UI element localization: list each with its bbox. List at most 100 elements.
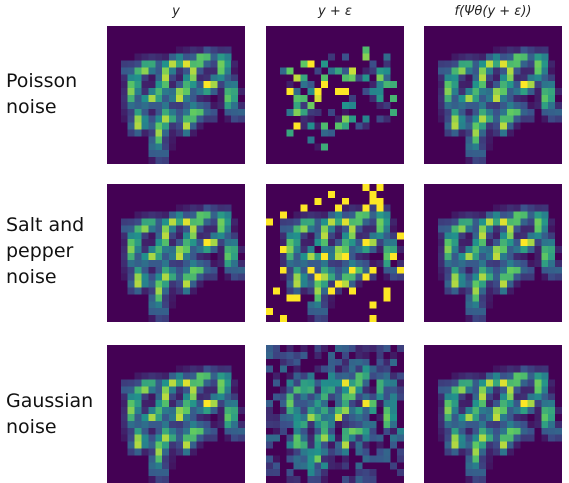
pixel [452, 253, 459, 260]
pixel [356, 219, 363, 226]
pixel [217, 366, 224, 373]
pixel [486, 102, 493, 109]
pixel [307, 435, 314, 442]
pixel [183, 67, 190, 74]
pixel [514, 246, 521, 253]
pixel [294, 225, 301, 232]
pixel [155, 260, 162, 267]
pixel [155, 67, 162, 74]
pixel [493, 393, 500, 400]
pixel [328, 352, 335, 359]
pixel [121, 116, 128, 123]
pixel [445, 380, 452, 387]
pixel [155, 462, 162, 469]
pixel [342, 449, 349, 456]
image [266, 26, 404, 164]
pixel [155, 253, 162, 260]
pixel [486, 267, 493, 274]
pixel [121, 102, 128, 109]
pixel [383, 205, 390, 212]
pixel [548, 67, 555, 74]
pixel [176, 274, 183, 281]
pixel [445, 407, 452, 414]
pixel [135, 380, 142, 387]
pixel [370, 225, 377, 232]
pixel [521, 407, 528, 414]
pixel [169, 143, 176, 150]
pixel [521, 386, 528, 393]
pixel [370, 212, 377, 219]
pixel [521, 212, 528, 219]
pixel [294, 380, 301, 387]
pixel [500, 88, 507, 95]
pixel [231, 116, 238, 123]
pixel [486, 232, 493, 239]
pixel [217, 54, 224, 61]
pixel [183, 130, 190, 137]
pixel [500, 393, 507, 400]
pixel [280, 428, 287, 435]
pixel [541, 232, 548, 239]
pixel [465, 54, 472, 61]
pixel [142, 421, 149, 428]
pixel [363, 123, 370, 130]
pixel [238, 260, 245, 267]
pixel [397, 267, 404, 274]
pixel [162, 95, 169, 102]
pixel [514, 109, 521, 116]
pixel [231, 74, 238, 81]
pixel [197, 102, 204, 109]
pixel [190, 81, 197, 88]
pixel [500, 239, 507, 246]
pixel [472, 301, 479, 308]
pixel [148, 462, 155, 469]
pixel [349, 205, 356, 212]
pixel [356, 123, 363, 130]
pixel [493, 123, 500, 130]
pixel [162, 239, 169, 246]
pixel [376, 366, 383, 373]
pixel [183, 253, 190, 260]
pixel [314, 442, 321, 449]
pixel [493, 435, 500, 442]
pixel [280, 366, 287, 373]
pixel [342, 442, 349, 449]
pixel [321, 469, 328, 476]
pixel [190, 61, 197, 68]
pixel [514, 232, 521, 239]
pixel [534, 61, 541, 68]
pixel [445, 281, 452, 288]
pixel [294, 267, 301, 274]
pixel [162, 380, 169, 387]
pixel [342, 407, 349, 414]
pixel [128, 81, 135, 88]
pixel [162, 136, 169, 143]
pixel [314, 281, 321, 288]
pixel [349, 246, 356, 253]
pixel [479, 123, 486, 130]
pixel [307, 253, 314, 260]
pixel [397, 386, 404, 393]
pixel [162, 232, 169, 239]
pixel [459, 74, 466, 81]
pixel [321, 260, 328, 267]
pixel [204, 253, 211, 260]
pixel [204, 373, 211, 380]
pixel [500, 414, 507, 421]
pixel [452, 380, 459, 387]
pixel [204, 67, 211, 74]
pixel [349, 373, 356, 380]
pixel [155, 102, 162, 109]
pixel [541, 435, 548, 442]
pixel [294, 421, 301, 428]
pixel [514, 225, 521, 232]
pixel [349, 219, 356, 226]
pixel [493, 428, 500, 435]
pixel [445, 393, 452, 400]
pixel [397, 246, 404, 253]
pixel [472, 212, 479, 219]
pixel [197, 414, 204, 421]
pixel [452, 274, 459, 281]
pixel [459, 407, 466, 414]
pixel [204, 219, 211, 226]
